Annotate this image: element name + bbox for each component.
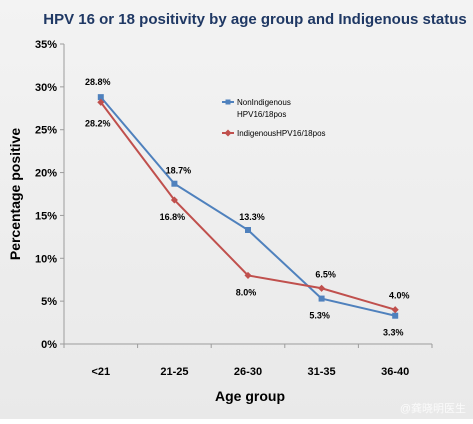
data-point-1	[391, 306, 399, 314]
data-label-0: 18.7%	[166, 166, 192, 176]
legend-label-nonindigenous-line2: HPV16/18pos	[237, 110, 286, 119]
data-point-1	[244, 271, 252, 279]
data-point-1	[318, 284, 326, 292]
x-axis-ticks: <21 21-25 26-30 31-35 36-40	[63, 344, 433, 378]
y-tick-label: 25%	[35, 125, 57, 137]
series-layer: 28.8% 18.7% 13.3% 5.3% 3.3% 28.2% 16.8% 8.0% 6.5…	[85, 77, 409, 338]
data-label-1: 8.0%	[236, 287, 257, 297]
x-tick-label: 21-25	[160, 366, 188, 378]
data-point-0	[245, 227, 251, 233]
watermark: @龚晓明医生	[400, 401, 466, 415]
legend-marker-indigenous	[224, 129, 232, 137]
data-label-0: 13.3%	[239, 212, 265, 222]
legend-label-indigenous: IndigenousHPV16/18pos	[237, 129, 326, 138]
data-label-0: 28.8%	[85, 77, 111, 87]
data-label-1: 28.2%	[85, 118, 111, 128]
x-tick-label: 31-35	[308, 366, 336, 378]
y-tick-label: 30%	[35, 82, 57, 94]
data-label-1: 4.0%	[389, 291, 410, 301]
data-label-0: 3.3%	[383, 328, 404, 338]
legend: NonIndigenous HPV16/18pos IndigenousHPV1…	[222, 98, 326, 138]
x-tick-label: <21	[91, 366, 110, 378]
y-tick-label: 10%	[35, 253, 57, 265]
y-tick-label: 0%	[41, 339, 57, 351]
data-label-1: 16.8%	[160, 212, 186, 222]
y-tick-label: 5%	[41, 296, 57, 308]
y-axis-label: Percentage positive	[7, 128, 23, 260]
legend-marker-nonindigenous	[225, 99, 231, 105]
chart-title: HPV 16 or 18 positivity by age group and…	[43, 11, 466, 28]
data-point-1	[97, 98, 105, 106]
x-axis-label: Age group	[215, 388, 285, 404]
data-point-0	[318, 295, 325, 302]
x-tick-label: 36-40	[381, 366, 409, 378]
y-axis-ticks: 0% 5% 10% 15% 20% 25% 30% 35%	[35, 39, 64, 351]
data-label-0: 5.3%	[309, 311, 330, 321]
y-tick-label: 15%	[35, 210, 57, 222]
data-point-0	[171, 180, 178, 187]
y-tick-label: 35%	[35, 39, 57, 51]
legend-label-nonindigenous-line1: NonIndigenous	[237, 98, 291, 107]
y-tick-label: 20%	[35, 168, 57, 180]
data-point-0	[392, 312, 399, 319]
data-label-1: 6.5%	[315, 269, 336, 279]
x-tick-label: 26-30	[234, 366, 262, 378]
data-point-1	[170, 196, 178, 204]
data-point-0	[97, 94, 104, 101]
